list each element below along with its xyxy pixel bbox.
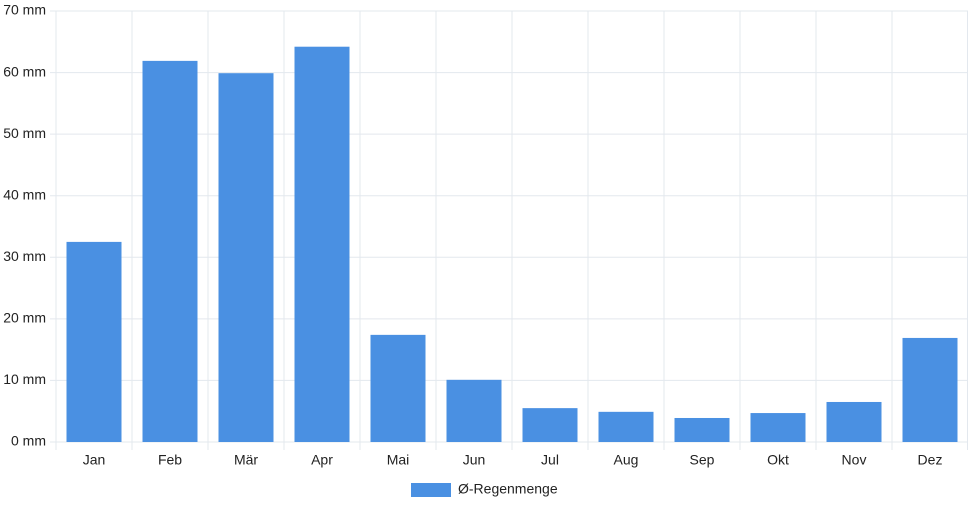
- x-tick-label: Dez: [918, 452, 943, 468]
- bar: [902, 337, 958, 442]
- y-tick-label: 0 mm: [11, 433, 46, 449]
- x-tick-label: Mär: [234, 452, 258, 468]
- legend-swatch: [411, 483, 451, 497]
- bar: [218, 73, 274, 443]
- x-tick-label: Apr: [311, 452, 333, 468]
- x-tick-label: Jun: [463, 452, 486, 468]
- x-tick-label: Nov: [842, 452, 867, 468]
- y-tick-label: 10 mm: [3, 371, 46, 387]
- bar: [66, 241, 122, 442]
- bar: [522, 408, 578, 442]
- bar: [370, 334, 426, 442]
- x-tick-label: Feb: [158, 452, 182, 468]
- x-tick-label: Okt: [767, 452, 789, 468]
- bar: [826, 401, 882, 442]
- x-tick-label: Jan: [83, 452, 106, 468]
- bar: [598, 411, 654, 442]
- bar: [294, 46, 350, 443]
- y-tick-label: 70 mm: [3, 2, 46, 18]
- x-tick-label: Mai: [387, 452, 410, 468]
- y-tick-label: 30 mm: [3, 248, 46, 264]
- y-tick-label: 20 mm: [3, 310, 46, 326]
- bar: [142, 60, 198, 442]
- x-tick-label: Sep: [690, 452, 715, 468]
- bar: [750, 413, 806, 442]
- legend-label: Ø-Regenmenge: [458, 481, 558, 497]
- bar: [446, 379, 502, 442]
- y-tick-label: 50 mm: [3, 125, 46, 141]
- x-tick-label: Aug: [614, 452, 639, 468]
- y-tick-label: 60 mm: [3, 63, 46, 79]
- bar: [674, 417, 730, 442]
- y-tick-label: 40 mm: [3, 186, 46, 202]
- x-tick-label: Jul: [541, 452, 559, 468]
